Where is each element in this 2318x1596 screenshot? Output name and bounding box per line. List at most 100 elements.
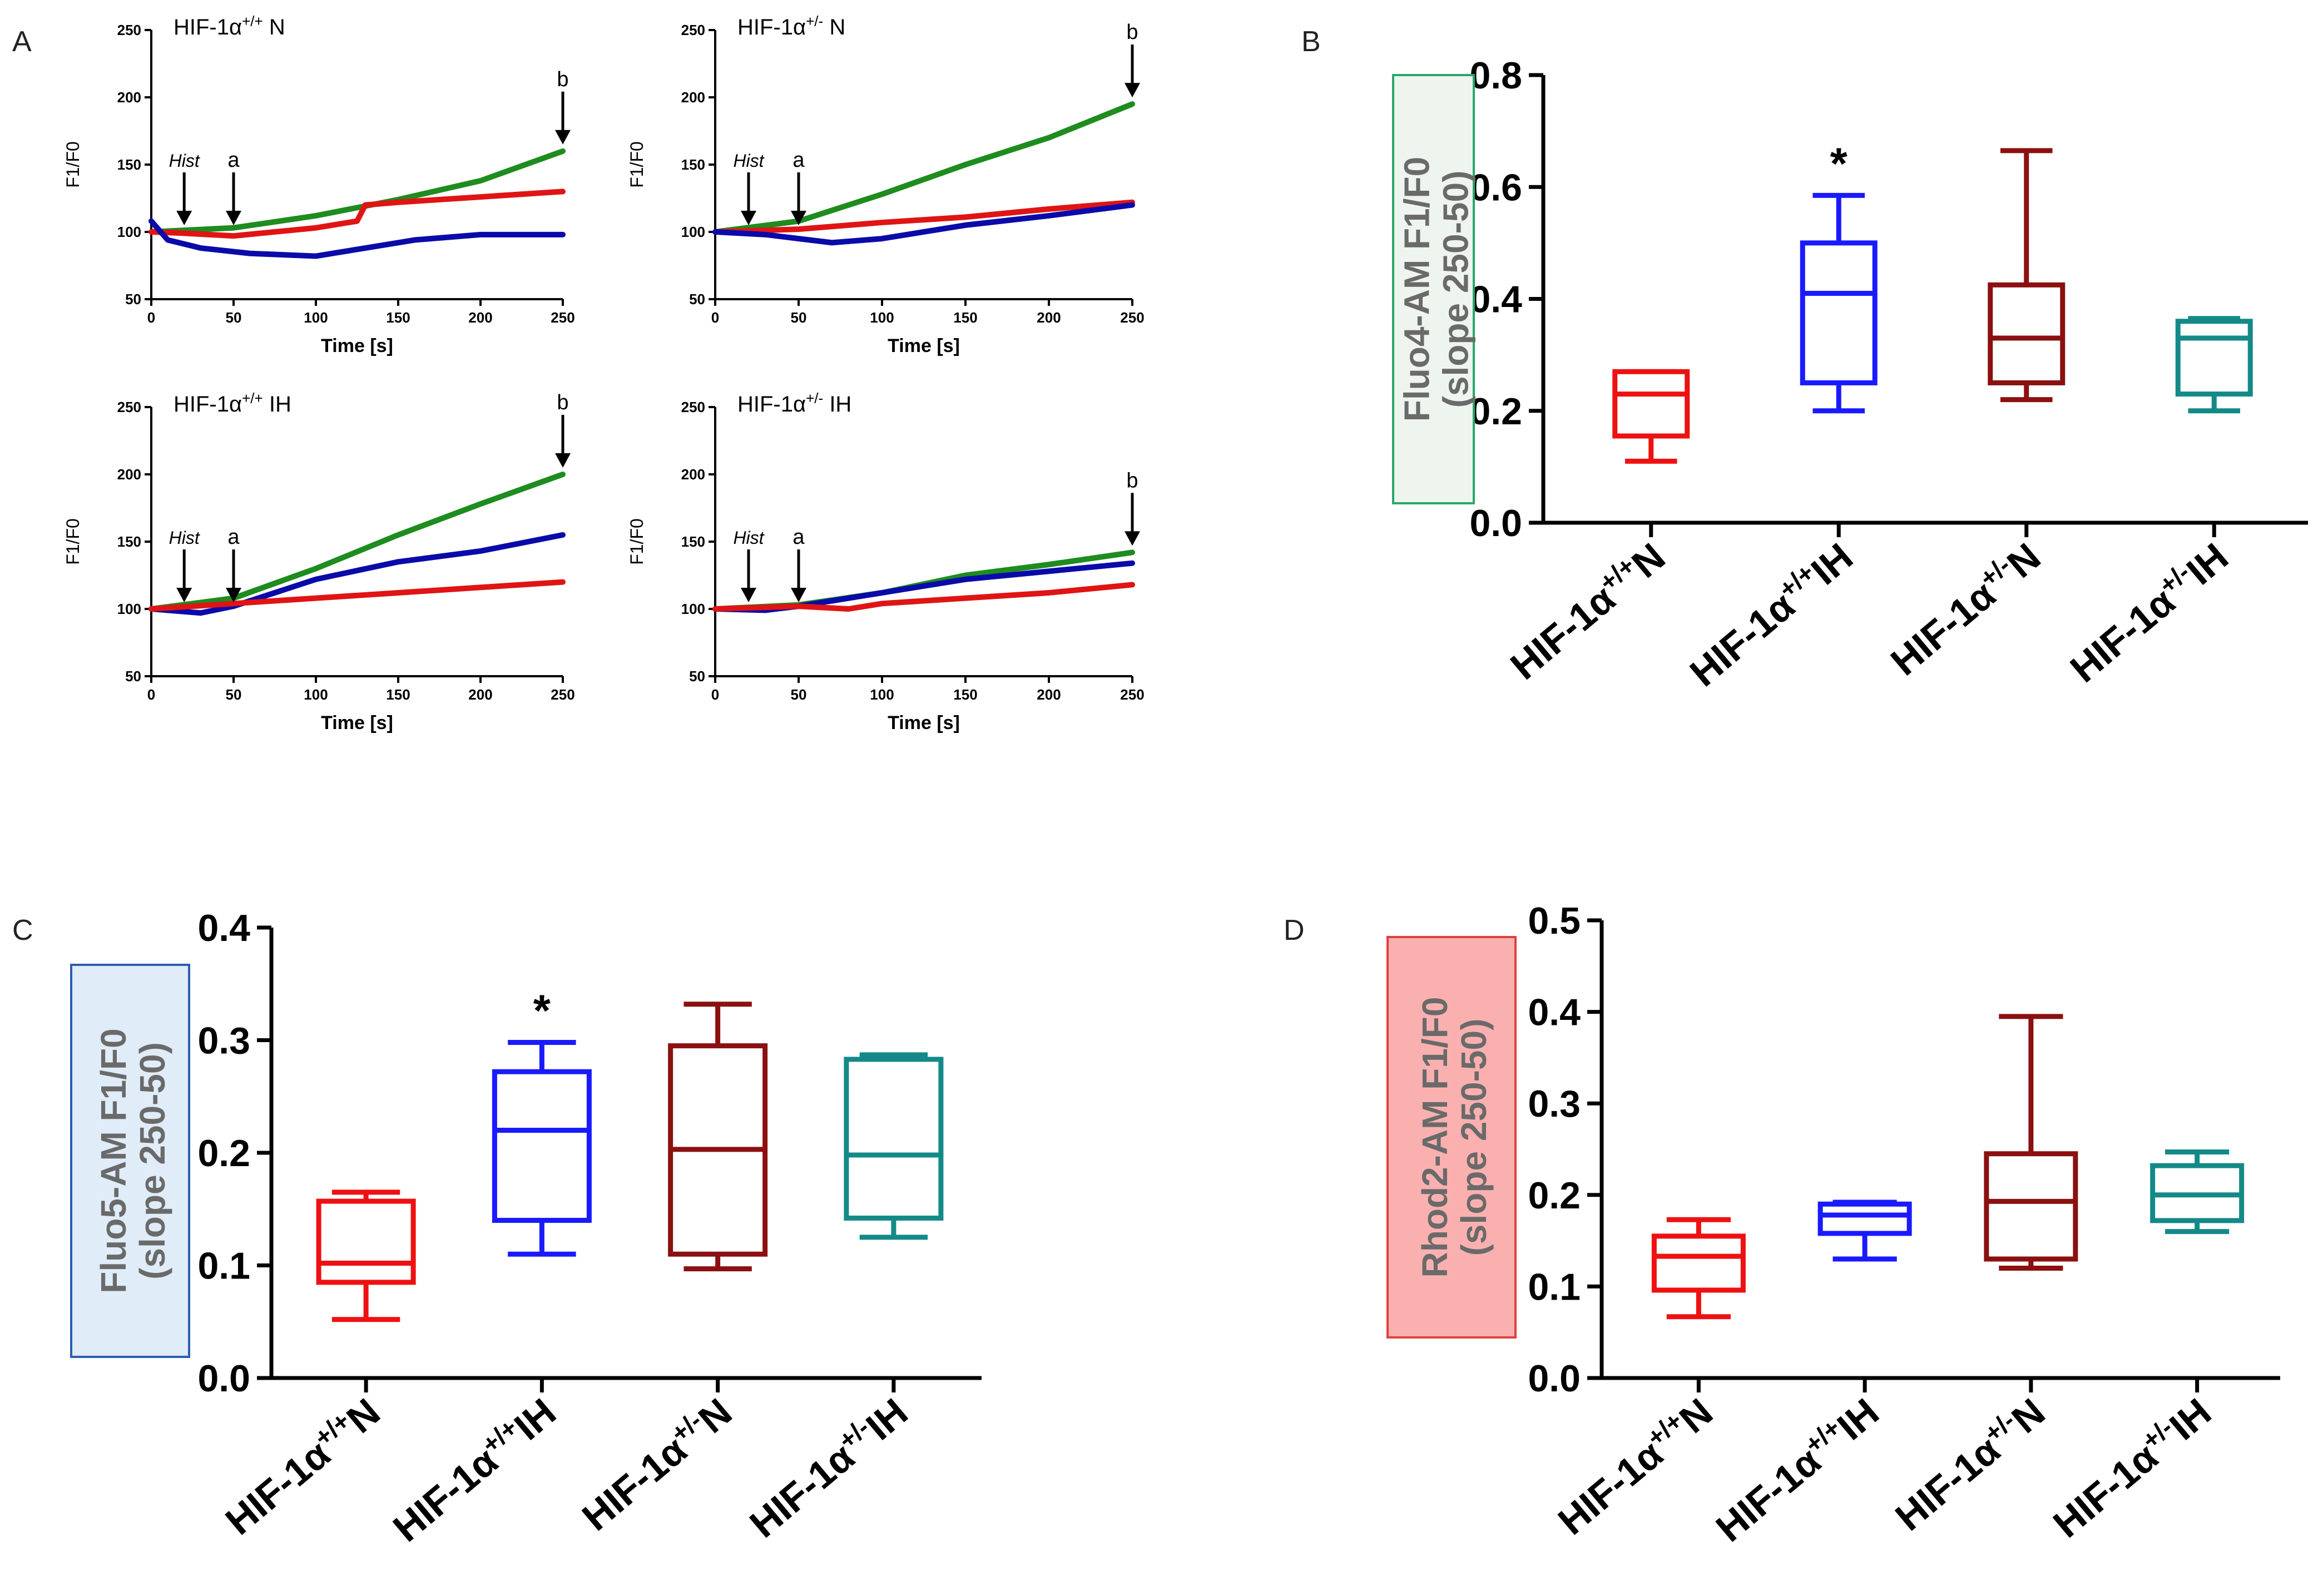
annotation-arrowhead: [1125, 531, 1140, 546]
x-tick-label: 150: [953, 309, 977, 326]
annotation-arrowhead: [176, 211, 192, 225]
series-line-blue: [148, 532, 566, 616]
category-label: HIF-1α+/+N: [1500, 533, 1673, 688]
annotation-arrowhead: [1125, 83, 1140, 98]
x-tick-label: 150: [953, 686, 977, 703]
y-tick-label: 50: [125, 668, 141, 685]
box-iqr: [492, 1069, 592, 1223]
box-iqr: [1612, 369, 1690, 439]
box-iqr: [1651, 1233, 1746, 1293]
y-axis-label-line2: (slope 250-50): [132, 1042, 172, 1280]
annotation-label: b: [1126, 469, 1138, 492]
y-tick-label: 0.2: [1528, 1174, 1581, 1217]
annotation-label: b: [557, 391, 568, 414]
panel-letter-d: D: [1284, 914, 1305, 946]
y-tick-label: 150: [681, 156, 705, 173]
x-axis-label: Time [s]: [321, 335, 393, 356]
series-line-red: [712, 199, 1135, 235]
x-tick-label: 100: [870, 309, 894, 326]
y-tick-label: 250: [681, 22, 705, 38]
y-tick-label: 200: [681, 466, 705, 483]
x-tick-label: 50: [226, 686, 242, 703]
panel-letter-a: A: [12, 26, 32, 58]
y-tick-label: 200: [117, 466, 141, 483]
y-tick-label: 150: [681, 533, 705, 550]
line-chart-3: 50 100 150 200 250 0 50 100 150 200 250 Time [s] F1/…: [63, 390, 575, 733]
y-tick-label: 0.6: [1469, 166, 1522, 209]
y-tick-label: 0.2: [1469, 390, 1522, 433]
y-tick-label: 0.5: [1528, 900, 1581, 942]
x-tick-label: 200: [1037, 309, 1061, 326]
y-axis-label-box: [1392, 74, 1475, 504]
annotation-arrowhead: [741, 211, 756, 225]
annotation-label: Hist: [733, 528, 764, 548]
x-tick-label: 200: [468, 686, 492, 703]
series-line-red: [148, 579, 566, 612]
x-tick-label: 200: [468, 309, 492, 326]
chart-title: HIF-1α+/+ N: [174, 13, 285, 39]
box-iqr: [844, 1057, 944, 1221]
y-tick-label: 100: [681, 224, 705, 240]
x-tick-label: 0: [147, 309, 155, 326]
box-iqr: [316, 1198, 416, 1285]
y-tick-label: 200: [117, 89, 141, 106]
category-label: HIF-1α+/-IH: [2061, 533, 2236, 691]
annotation-arrowhead: [555, 130, 571, 145]
series-line-blue: [712, 202, 1135, 246]
category-label: HIF-1α+/-N: [572, 1388, 740, 1539]
line-chart-4: 50 100 150 200 250 0 50 100 150 200 250 Time [s] F1/…: [627, 390, 1145, 733]
y-axis-label: F1/F0: [63, 518, 83, 565]
x-tick-label: 250: [551, 309, 574, 326]
category-label: HIF-1α+/-N: [1885, 1388, 2053, 1539]
category-label: HIF-1α+/+N: [1548, 1388, 1721, 1543]
y-tick-label: 0.1: [1528, 1266, 1581, 1308]
x-tick-label: 50: [226, 309, 242, 326]
y-tick-label: 250: [117, 22, 141, 38]
box-iqr: [2175, 319, 2253, 397]
y-axis-label-box: [1386, 936, 1517, 1339]
annotation-label: b: [557, 68, 568, 91]
annotation-arrowhead: [791, 588, 806, 602]
annotation-arrowhead: [176, 588, 192, 602]
panel-letter-b: B: [1301, 26, 1321, 58]
annotation-arrowhead: [226, 211, 241, 225]
line-chart-2: 50 100 150 200 250 0 50 100 150 200 250 Time [s] F1/…: [627, 13, 1145, 356]
box-chart-c: 0.0 0.1 0.2 0.3 0.4 Fluo5-AM F1/F0(slope 250-…: [70, 907, 982, 1550]
series-line-red: [712, 582, 1135, 612]
y-axis-label-box: [70, 964, 190, 1358]
y-axis-label-line1: Rhod2-AM F1/F0: [1415, 997, 1455, 1278]
annotation-label: Hist: [733, 151, 764, 171]
x-axis-label: Time [s]: [321, 712, 393, 733]
series-line-blue: [712, 560, 1135, 613]
panel-letter-c: C: [12, 914, 33, 946]
chart-title: HIF-1α+/+ IH: [174, 390, 291, 417]
x-axis-label: Time [s]: [888, 335, 960, 356]
annotation-label: b: [1126, 21, 1138, 44]
y-tick-label: 200: [681, 89, 705, 106]
x-tick-label: 150: [386, 686, 410, 703]
x-tick-label: 50: [791, 309, 807, 326]
annotation-label: a: [793, 148, 805, 172]
annotation-label: a: [227, 526, 240, 549]
significance-star: *: [1830, 138, 1848, 188]
y-tick-label: 0.2: [197, 1132, 250, 1174]
annotation-arrowhead: [226, 588, 241, 602]
y-tick-label: 0.3: [197, 1020, 250, 1062]
x-tick-label: 250: [1120, 686, 1144, 703]
x-tick-label: 100: [304, 686, 328, 703]
annotation-arrowhead: [555, 453, 571, 468]
y-tick-label: 0.4: [197, 907, 250, 949]
y-tick-label: 150: [117, 533, 141, 550]
category-label: HIF-1α+/-N: [1881, 533, 2048, 684]
x-tick-label: 0: [711, 686, 719, 703]
annotation-arrowhead: [791, 211, 806, 225]
category-label: HIF-1α+/-IH: [740, 1388, 915, 1546]
series-line-red: [148, 189, 566, 239]
x-axis-label: Time [s]: [888, 712, 960, 733]
box-iqr: [1984, 1151, 2078, 1262]
y-axis-label: F1/F0: [627, 518, 647, 565]
box-iqr: [1988, 282, 2066, 385]
series-line-blue: [148, 218, 566, 259]
line-chart-1: 50 100 150 200 250 0 50 100 150 200 250 Time [s] F1/…: [63, 13, 575, 356]
